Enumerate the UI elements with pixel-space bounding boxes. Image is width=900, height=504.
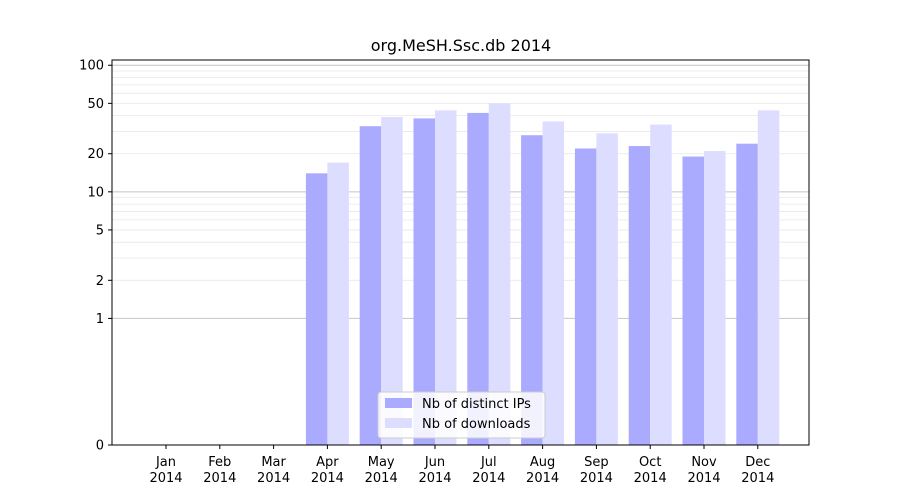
bar-downloads xyxy=(704,151,726,445)
x-tick-label: Apr 2014 xyxy=(311,455,344,486)
bar-distinct-ips xyxy=(467,112,489,446)
y-tick-label: 5 xyxy=(96,223,104,238)
y-tick-label: 0 xyxy=(96,439,104,454)
bar-distinct-ips xyxy=(628,146,651,445)
bar-distinct-ips xyxy=(413,118,435,445)
x-tick-label: Jul 2014 xyxy=(472,455,505,486)
legend-swatch xyxy=(385,398,412,408)
x-tick-label: Jun 2014 xyxy=(418,455,451,486)
y-tick-label: 2 xyxy=(96,274,104,289)
bar-distinct-ips xyxy=(574,148,597,445)
plot-frame xyxy=(111,59,810,446)
y-tick-label: 20 xyxy=(87,147,104,162)
y-tick-label: 1 xyxy=(96,312,104,327)
x-tick-label: Sep 2014 xyxy=(580,455,613,486)
x-tick-label: May 2014 xyxy=(365,455,398,486)
y-axis: 0 1 2 5 10 20 50 100 xyxy=(79,59,112,454)
x-tick-label: Jan 2014 xyxy=(149,455,182,486)
x-tick-label: Dec 2014 xyxy=(741,455,774,486)
bar-distinct-ips xyxy=(359,126,382,446)
bar-downloads xyxy=(596,133,618,445)
bars-layer xyxy=(305,103,780,446)
legend-box xyxy=(377,391,546,439)
x-axis: Jan 2014 Feb 2014 Mar 2014 Apr 2014 May 2014 Jun 20… xyxy=(149,445,774,486)
legend-label: Nb of downloads xyxy=(422,417,531,432)
x-tick-label: Mar 2014 xyxy=(257,455,290,486)
x-tick-label: Feb 2014 xyxy=(203,455,236,486)
x-tick-label: Aug 2014 xyxy=(526,455,559,486)
legend: Nb of distinct IPs Nb of downloads xyxy=(377,391,546,439)
grid-layer xyxy=(112,64,809,319)
bar-downloads xyxy=(757,110,780,445)
y-tick-label: 10 xyxy=(87,185,104,200)
chart-title: org.MeSH.Ssc.db 2014 xyxy=(371,36,551,55)
y-tick-label: 50 xyxy=(87,97,104,112)
x-tick-label: Nov 2014 xyxy=(687,455,720,486)
bar-downloads xyxy=(488,103,511,445)
bar-distinct-ips xyxy=(521,135,543,445)
bar-distinct-ips xyxy=(305,173,328,445)
bar-distinct-ips xyxy=(682,156,704,446)
y-tick-label: 100 xyxy=(79,59,104,74)
bar-downloads xyxy=(542,121,565,445)
x-tick-label: Oct 2014 xyxy=(634,455,667,486)
bar-downloads xyxy=(381,117,403,446)
legend-swatch xyxy=(385,418,412,428)
legend-label: Nb of distinct IPs xyxy=(422,397,531,412)
bar-downloads xyxy=(327,162,349,445)
bar-downloads xyxy=(435,110,457,445)
bar-distinct-ips xyxy=(736,143,758,445)
bar-downloads xyxy=(650,124,672,445)
